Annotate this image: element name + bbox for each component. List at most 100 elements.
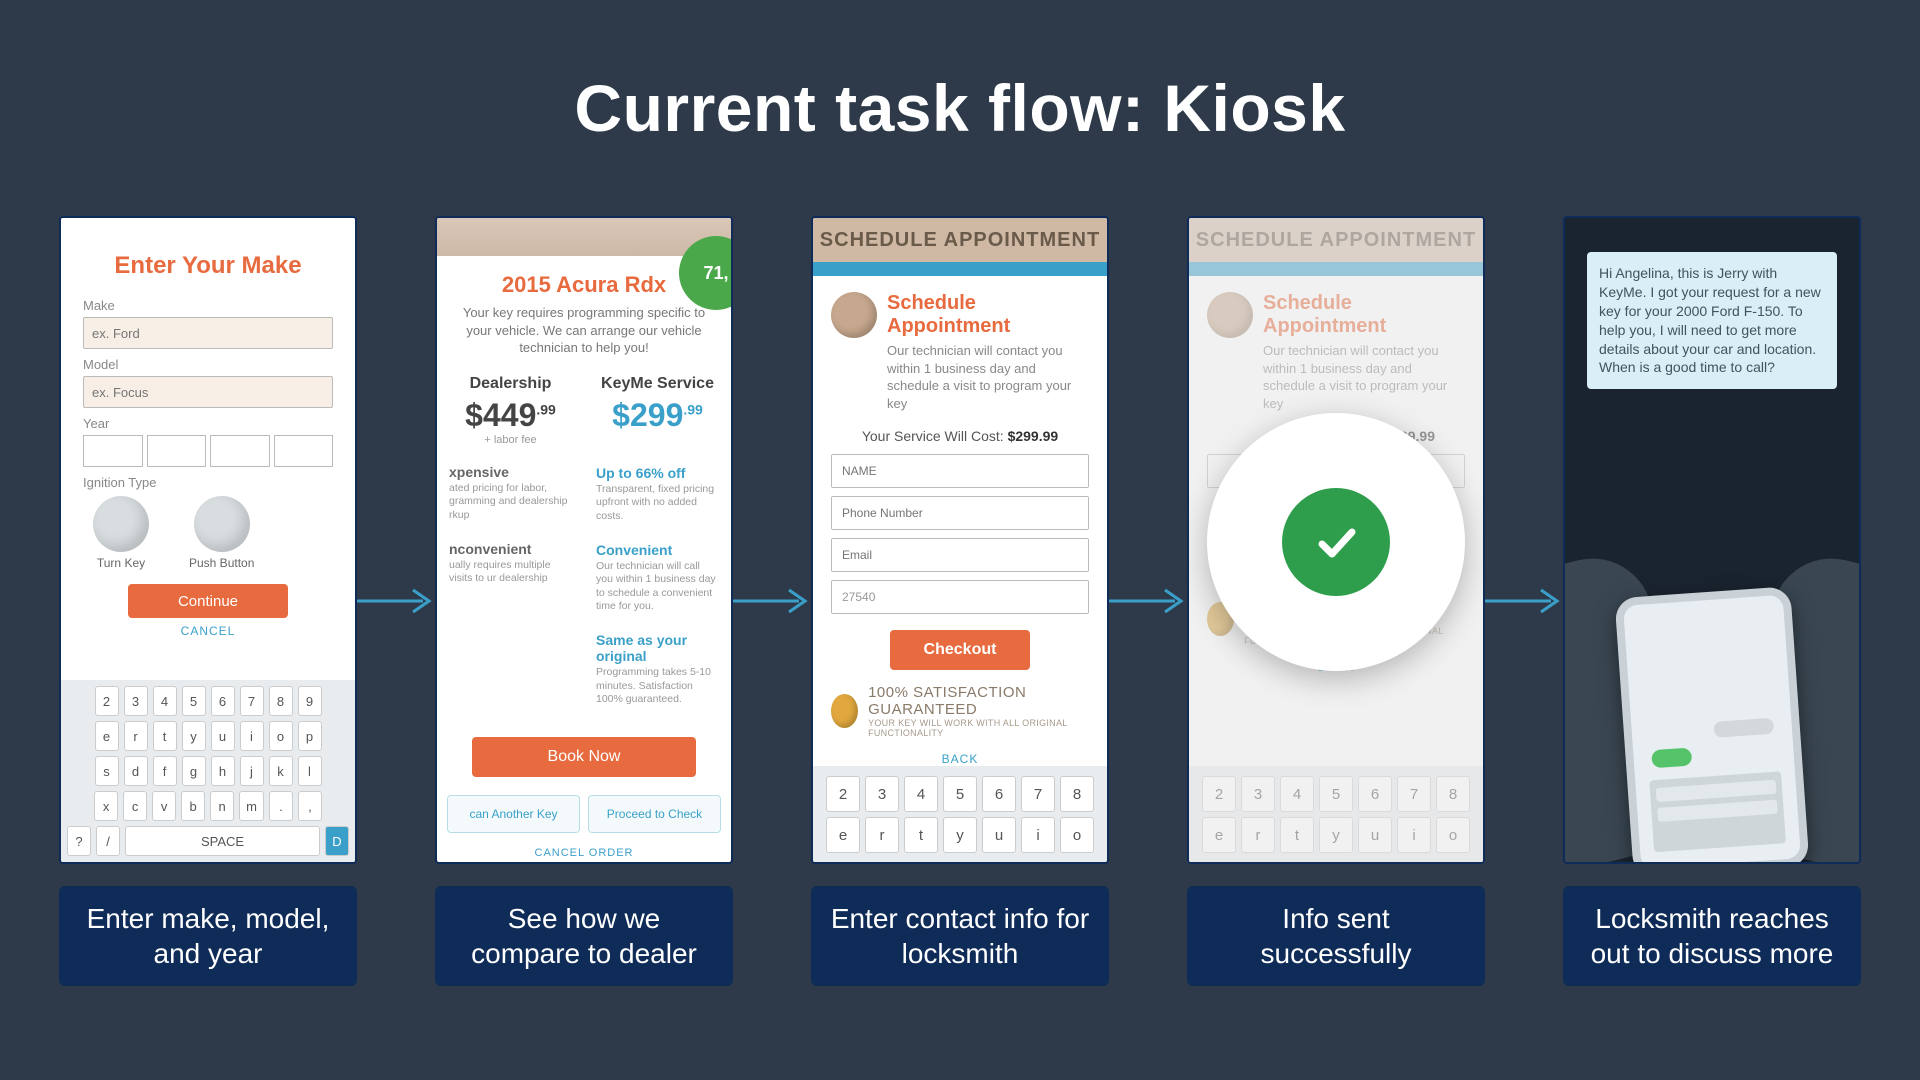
- keyboard-key[interactable]: /: [96, 826, 120, 856]
- keyboard-key[interactable]: ,: [298, 791, 322, 821]
- chat-bubble-icon: [1651, 748, 1692, 769]
- keyboard-key[interactable]: .: [269, 791, 293, 821]
- onscreen-keyboard[interactable]: 23456789 ertyuiop sdfghjkl xcvbnm., ? / …: [61, 680, 355, 863]
- dealership-label: Dealership: [449, 375, 572, 393]
- slide-title: Current task flow: Kiosk: [60, 70, 1860, 146]
- continue-button[interactable]: Continue: [128, 584, 288, 618]
- keyboard-key[interactable]: c: [123, 791, 147, 821]
- price-comparison: Dealership $449.99 + labor fee xpensive …: [437, 375, 731, 717]
- keyboard-key[interactable]: y: [182, 721, 206, 751]
- zip-input[interactable]: [831, 580, 1089, 614]
- keyboard-key[interactable]: 4: [153, 686, 177, 716]
- cancel-order-button[interactable]: CANCEL ORDER: [437, 847, 731, 859]
- ignition-pushbutton[interactable]: Push Button: [189, 496, 254, 570]
- pushbutton-icon: [194, 496, 250, 552]
- keyboard-key[interactable]: s: [95, 756, 119, 786]
- ignition-label: Ignition Type: [83, 475, 333, 490]
- keyboard-key[interactable]: 5: [943, 776, 977, 812]
- keyboard-key[interactable]: 7: [1021, 776, 1055, 812]
- step-1: Enter Your Make Make Model Year Ignition…: [59, 216, 357, 986]
- make-label: Make: [83, 298, 333, 313]
- step-3: SCHEDULE APPOINTMENT Schedule Appointmen…: [811, 216, 1109, 986]
- keyboard-key[interactable]: 7: [240, 686, 264, 716]
- success-indicator: [1207, 413, 1465, 671]
- book-now-button[interactable]: Book Now: [472, 737, 696, 777]
- name-input[interactable]: [831, 454, 1089, 488]
- keyboard-key[interactable]: ?: [67, 826, 91, 856]
- ignition-turnkey[interactable]: Turn Key: [93, 496, 149, 570]
- keyboard-key[interactable]: v: [152, 791, 176, 821]
- screen-4: SCHEDULE APPOINTMENT Schedule Appointmen…: [1187, 216, 1485, 864]
- screen-header: SCHEDULE APPOINTMENT: [813, 218, 1107, 262]
- cancel-button[interactable]: CANCEL: [83, 624, 333, 638]
- keyboard-key[interactable]: 6: [211, 686, 235, 716]
- checkout-button[interactable]: Checkout: [890, 630, 1030, 670]
- step-4-caption: Info sent successfully: [1187, 886, 1485, 986]
- flow-arrow-icon: [1485, 277, 1563, 925]
- keyboard-key[interactable]: 9: [298, 686, 322, 716]
- keyboard-key[interactable]: y: [943, 817, 977, 853]
- step-5-caption: Locksmith reaches out to discuss more: [1563, 886, 1861, 986]
- keyboard-key[interactable]: e: [95, 721, 119, 751]
- keyboard-key[interactable]: e: [826, 817, 860, 853]
- keyboard-key[interactable]: 8: [1060, 776, 1094, 812]
- keyboard-key[interactable]: o: [269, 721, 293, 751]
- phone-keyboard-icon: [1649, 771, 1786, 852]
- guarantee-badge: 100% SATISFACTION GUARANTEEDYOUR KEY WIL…: [831, 684, 1089, 738]
- keyboard-key[interactable]: g: [182, 756, 206, 786]
- keyboard-key[interactable]: r: [865, 817, 899, 853]
- proceed-checkout-button[interactable]: Proceed to Check: [588, 795, 721, 833]
- year-inputs[interactable]: [83, 435, 333, 467]
- onscreen-keyboard[interactable]: 2345678 ertyuio: [813, 766, 1107, 862]
- keyboard-key[interactable]: 5: [182, 686, 206, 716]
- screen-2: 71, 2015 Acura Rdx Your key requires pro…: [435, 216, 733, 864]
- screen-5: Hi Angelina, this is Jerry with KeyMe. I…: [1563, 216, 1861, 864]
- step-2-caption: See how we compare to dealer: [435, 886, 733, 986]
- schedule-title: Schedule Appointment: [887, 292, 1089, 338]
- keyboard-key[interactable]: u: [211, 721, 235, 751]
- back-button[interactable]: BACK: [831, 752, 1089, 766]
- keyboard-key[interactable]: d: [124, 756, 148, 786]
- keyboard-space[interactable]: SPACE: [125, 826, 320, 856]
- year-label: Year: [83, 416, 333, 431]
- keyboard-key[interactable]: o: [1060, 817, 1094, 853]
- turnkey-icon: [93, 496, 149, 552]
- keyboard-key[interactable]: 3: [124, 686, 148, 716]
- phone-input[interactable]: [831, 496, 1089, 530]
- keyboard-key[interactable]: 3: [865, 776, 899, 812]
- keyboard-key[interactable]: 8: [269, 686, 293, 716]
- phone-illustration: [1565, 482, 1859, 862]
- keyboard-key[interactable]: 2: [95, 686, 119, 716]
- step-5: Hi Angelina, this is Jerry with KeyMe. I…: [1563, 216, 1861, 986]
- chat-bubble-icon: [1713, 718, 1774, 738]
- keyboard-key[interactable]: f: [153, 756, 177, 786]
- keyboard-key[interactable]: k: [269, 756, 293, 786]
- sms-bubble: Hi Angelina, this is Jerry with KeyMe. I…: [1587, 252, 1837, 389]
- keyboard-key[interactable]: i: [1021, 817, 1055, 853]
- keyboard-key[interactable]: 2: [826, 776, 860, 812]
- keyboard-key[interactable]: n: [210, 791, 234, 821]
- screen-1: Enter Your Make Make Model Year Ignition…: [59, 216, 357, 864]
- keyboard-key[interactable]: b: [181, 791, 205, 821]
- keyboard-key[interactable]: t: [153, 721, 177, 751]
- keyboard-key[interactable]: x: [94, 791, 118, 821]
- keyboard-key[interactable]: p: [298, 721, 322, 751]
- keyboard-key[interactable]: h: [211, 756, 235, 786]
- model-input[interactable]: [83, 376, 333, 408]
- keyboard-key[interactable]: m: [239, 791, 264, 821]
- keyboard-key[interactable]: r: [124, 721, 148, 751]
- keyboard-done[interactable]: D: [325, 826, 349, 856]
- keyboard-key[interactable]: u: [982, 817, 1016, 853]
- step-3-caption: Enter contact info for locksmith: [811, 886, 1109, 986]
- scan-another-button[interactable]: can Another Key: [447, 795, 580, 833]
- keyboard-key[interactable]: j: [240, 756, 264, 786]
- keyboard-key[interactable]: l: [298, 756, 322, 786]
- flow-row: Enter Your Make Make Model Year Ignition…: [60, 216, 1860, 986]
- keyboard-key[interactable]: 6: [982, 776, 1016, 812]
- keyboard-key[interactable]: t: [904, 817, 938, 853]
- email-input[interactable]: [831, 538, 1089, 572]
- keyboard-key[interactable]: i: [240, 721, 264, 751]
- keyboard-key[interactable]: 4: [904, 776, 938, 812]
- make-input[interactable]: [83, 317, 333, 349]
- slide: Current task flow: Kiosk Enter Your Make…: [0, 0, 1920, 1080]
